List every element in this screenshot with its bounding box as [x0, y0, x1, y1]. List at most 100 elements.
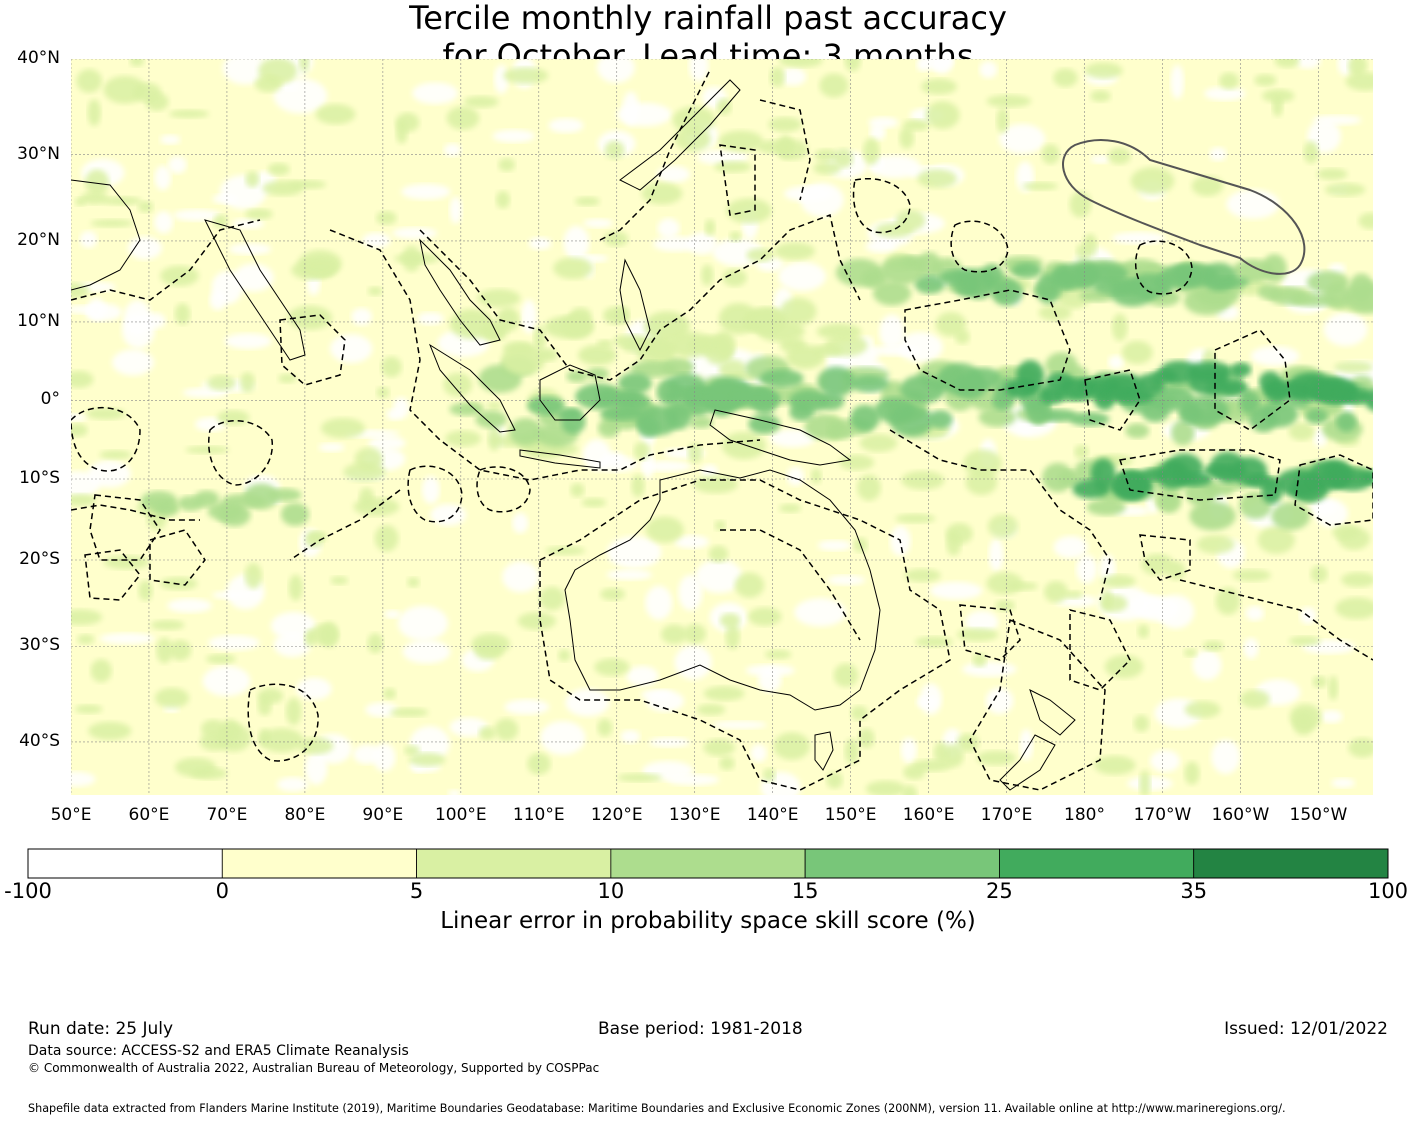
lat-label: 10°S: [19, 468, 60, 488]
tasmania-coast: [814, 731, 834, 771]
skill-patch: [262, 180, 304, 196]
skill-patch: [586, 367, 609, 381]
skill-patch: [1204, 86, 1246, 101]
skill-patch: [1334, 389, 1372, 404]
skill-patch: [1262, 89, 1295, 103]
colorbar-swatch: [1193, 848, 1389, 879]
nz-south-coast: [999, 734, 1056, 791]
lat-label: 20°N: [17, 229, 60, 250]
skill-patch: [1196, 534, 1235, 554]
skill-patch: [168, 639, 192, 661]
skill-patch: [819, 73, 849, 98]
skill-patch: [661, 357, 695, 377]
skill-patch: [1331, 778, 1355, 788]
philippines-coast: [619, 258, 651, 352]
eez-boundary-line: [476, 466, 531, 513]
skill-patch: [901, 785, 918, 795]
eez-boundary-line: [419, 213, 861, 381]
skill-patch: [154, 687, 190, 709]
skill-patch: [900, 374, 946, 404]
skill-patch: [757, 320, 805, 343]
skill-patch: [1226, 189, 1280, 219]
skill-patch: [71, 609, 103, 626]
eez-boundary-line: [71, 219, 261, 301]
skill-patch: [1336, 411, 1357, 432]
skill-patch: [267, 488, 302, 502]
skill-patch: [80, 191, 109, 205]
skill-patch: [718, 359, 747, 381]
skill-patch: [1016, 360, 1045, 392]
colorbar-tick-label: 15: [791, 879, 819, 903]
lon-label: 160°W: [1211, 805, 1270, 825]
skill-patch: [827, 575, 866, 586]
skill-patch: [1335, 597, 1373, 620]
skill-patch: [71, 493, 96, 507]
skill-patch: [1305, 408, 1328, 425]
colorbar-swatch: [27, 848, 223, 879]
skill-patch: [965, 610, 999, 634]
skill-patch: [725, 623, 740, 650]
skill-patch: [904, 568, 941, 583]
skill-patch: [631, 474, 645, 498]
skill-patch: [865, 780, 906, 795]
colorbar-swatch: [804, 848, 1000, 879]
skill-patch: [273, 632, 312, 658]
lat-label: 20°S: [19, 549, 60, 569]
skill-patch: [282, 82, 299, 91]
skill-patch: [674, 535, 709, 549]
skill-patch: [833, 663, 859, 688]
skill-patch: [394, 252, 440, 265]
eez-boundary-line: [1069, 609, 1131, 691]
skill-patch: [914, 275, 946, 294]
skill-patch: [315, 103, 356, 125]
skill-patch: [74, 704, 103, 714]
skill-patch: [712, 720, 767, 730]
skill-patch: [398, 605, 448, 641]
skill-patch: [494, 718, 519, 741]
lon-label: 150°W: [1289, 805, 1348, 825]
skill-patch: [850, 705, 869, 721]
skill-patch: [1328, 675, 1339, 701]
eez-boundary-line: [1294, 454, 1373, 526]
skill-patch: [703, 738, 736, 757]
eez-boundary-line: [407, 465, 463, 523]
skill-patch: [826, 771, 843, 789]
skill-patch: [1108, 147, 1131, 165]
skill-patch: [956, 627, 999, 642]
skill-patch: [258, 728, 271, 747]
skill-patch: [786, 466, 805, 486]
skill-patch: [901, 470, 945, 490]
skill-patch: [714, 520, 726, 531]
eez-boundary-line: [719, 144, 756, 216]
skill-patch: [777, 134, 794, 159]
skill-patch: [1345, 72, 1373, 91]
australia-coast: [564, 469, 881, 711]
colorbar-swatch: [416, 848, 612, 879]
skill-patch: [539, 586, 565, 611]
skill-patch: [996, 107, 1009, 134]
skill-patch: [1293, 711, 1315, 736]
skill-patch: [103, 555, 150, 570]
skill-patch: [88, 721, 132, 741]
skill-patch: [160, 265, 199, 287]
skill-patch: [153, 500, 179, 517]
skill-patch: [495, 190, 511, 209]
skill-patch: [1170, 64, 1184, 100]
lat-label: 30°S: [19, 635, 60, 656]
skill-patch: [1348, 737, 1373, 758]
eez-boundary-line: [1134, 240, 1193, 295]
skill-patch: [1074, 444, 1089, 459]
skill-patch: [721, 431, 766, 460]
skill-patch: [863, 137, 880, 165]
skill-patch: [722, 268, 747, 287]
skill-patch: [502, 561, 539, 593]
skill-patch: [1341, 572, 1373, 588]
skill-patch: [763, 767, 776, 783]
skill-patch: [101, 196, 142, 206]
skill-patch: [597, 59, 635, 83]
skill-patch: [1139, 770, 1151, 795]
skill-patch: [87, 99, 101, 127]
lat-label: 30°N: [17, 143, 60, 164]
skill-patch: [443, 143, 462, 157]
skill-patch: [1231, 362, 1252, 378]
